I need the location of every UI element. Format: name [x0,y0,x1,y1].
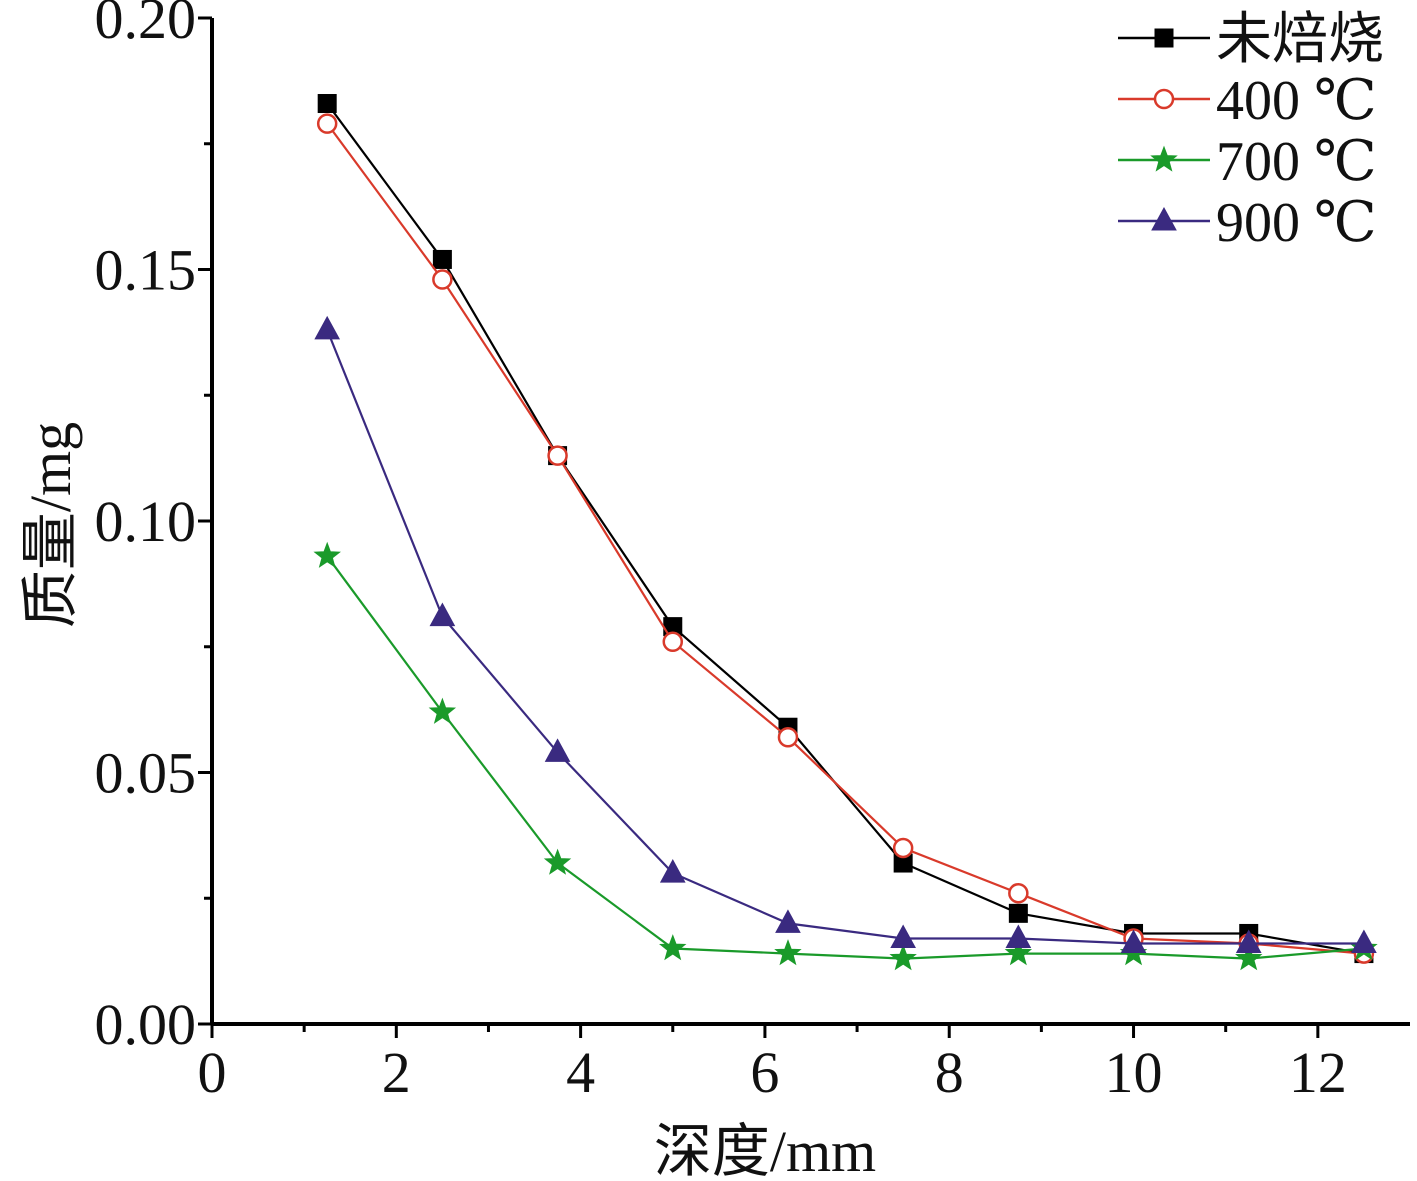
x-axis-label: 深度/mm [654,1119,876,1181]
x-tick-label: 2 [382,1040,411,1105]
series-1 [316,113,1375,964]
data-point [1351,929,1377,954]
x-tick-label: 0 [198,1040,227,1105]
legend-label: 700 ℃ [1216,131,1377,193]
data-point [1235,944,1263,971]
axes: 0 2 4 6 8 10 12 0.00 0.05 0.10 0.15 0.20 [95,0,1410,1105]
data-point [547,445,568,466]
series-line [326,102,1365,955]
legend-marker [1154,28,1174,48]
data-point [544,738,571,762]
data-point [313,541,341,568]
legend-label: 400 ℃ [1216,70,1377,132]
x-tick-label: 6 [750,1040,779,1105]
series-2 [313,541,1378,971]
series-3 [314,315,1377,954]
data-point [889,944,917,971]
y-axis-label: 质量/mg [18,422,83,628]
legend-item: 700 ℃ [1118,131,1377,193]
series-line [326,555,1364,960]
data-point [314,315,341,340]
legend-label: 未焙烧 [1216,9,1384,71]
data-point [774,939,802,966]
series-0 [317,94,1374,964]
series-line [326,329,1364,945]
data-point [892,837,914,859]
legend-marker [1150,145,1178,172]
data-point [1008,882,1029,904]
data-point [1235,929,1262,954]
legend-label: 900 ℃ [1216,192,1377,254]
data-point [1120,929,1147,954]
data-point [543,848,572,875]
data-point [316,113,338,134]
data-point [432,269,453,290]
x-tick-label: 8 [935,1040,964,1105]
data-point [775,909,801,933]
y-tick-label: 0.20 [95,0,197,51]
data-point [662,631,684,652]
y-tick-label: 0.15 [95,238,197,303]
data-point [429,602,456,627]
series-line [326,122,1364,955]
data-point [890,924,916,948]
legend-item: 900 ℃ [1118,192,1377,254]
data-point [659,934,687,961]
y-tick-label: 0.10 [95,489,197,554]
data-point [428,697,457,724]
legend-marker [1153,88,1175,110]
legend-item: 未焙烧 [1118,9,1384,71]
data-point [432,249,452,269]
data-point [1005,924,1032,948]
plot-area [313,94,1378,971]
x-tick-label: 4 [566,1040,595,1105]
x-tick-label: 10 [1105,1040,1163,1105]
legend-item: 400 ℃ [1118,70,1377,132]
data-point [1004,939,1033,966]
x-tick-label: 12 [1289,1040,1347,1105]
y-tick-label: 0.05 [95,741,197,806]
data-point [317,94,337,114]
legend-marker [1151,206,1177,231]
data-point [777,727,799,748]
data-point [659,859,686,883]
data-point [1008,903,1028,923]
y-tick-label: 0.00 [95,992,197,1057]
